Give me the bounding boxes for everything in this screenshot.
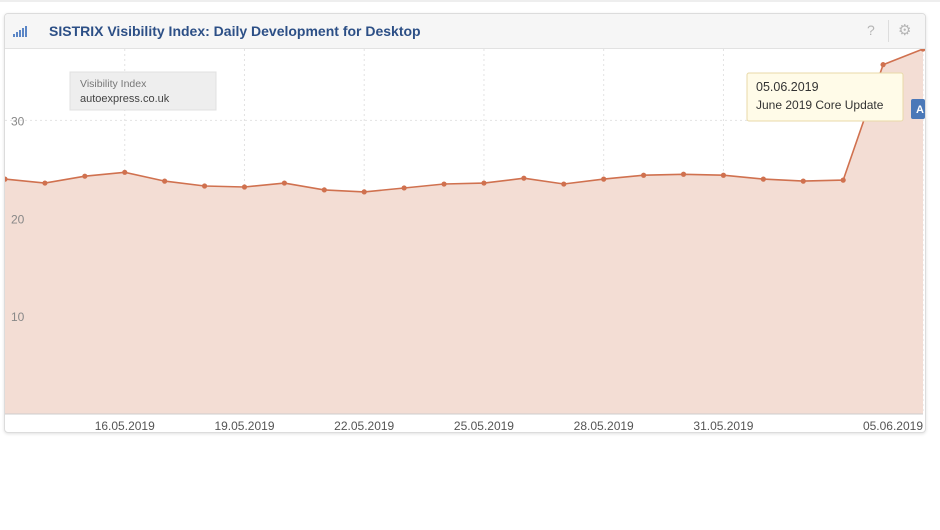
x-tick-label: 25.05.2019 [454, 419, 514, 432]
data-point[interactable] [920, 49, 925, 52]
event-tooltip: 05.06.2019 June 2019 Core Update [746, 72, 904, 122]
data-point[interactable] [361, 189, 367, 195]
data-point[interactable] [281, 180, 287, 186]
legend-label: Visibility Index [80, 78, 147, 90]
data-point[interactable] [720, 172, 727, 178]
y-tick-label: 30 [11, 114, 25, 128]
data-point[interactable] [680, 171, 687, 177]
event-marker-a[interactable]: A [911, 99, 925, 119]
legend-domain: autoexpress.co.uk [80, 93, 170, 105]
chart-area: 10 20 30 16.05.2019 19.05.2019 22.05.2019 25.… [5, 49, 925, 432]
widget-title: SISTRIX Visibility Index: Daily Developm… [49, 23, 421, 39]
visibility-chart-widget: SISTRIX Visibility Index: Daily Developm… [4, 13, 926, 433]
tooltip-date: 05.06.2019 [756, 80, 819, 94]
x-tick-label: 28.05.2019 [574, 419, 634, 432]
data-point[interactable] [641, 172, 647, 178]
x-tick-label: 19.05.2019 [214, 419, 274, 432]
data-point[interactable] [201, 183, 208, 189]
x-tick-label: 31.05.2019 [693, 419, 753, 432]
y-tick-label: 10 [11, 310, 25, 324]
data-point[interactable] [441, 181, 447, 187]
x-axis-ticks: 16.05.2019 19.05.2019 22.05.2019 25.05.2019… [95, 419, 924, 432]
event-marker-letter: A [916, 104, 924, 116]
data-point[interactable] [760, 176, 766, 182]
x-tick-label: 16.05.2019 [95, 419, 155, 432]
data-point[interactable] [122, 169, 128, 175]
tooltip-event: June 2019 Core Update [756, 98, 884, 112]
data-point[interactable] [401, 185, 407, 191]
data-point[interactable] [880, 62, 886, 68]
data-point[interactable] [82, 173, 88, 179]
series-line [5, 49, 924, 193]
widget-header: SISTRIX Visibility Index: Daily Developm… [5, 14, 925, 49]
data-point[interactable] [321, 187, 327, 193]
data-point[interactable] [42, 180, 48, 186]
gear-icon[interactable]: ⚙ [898, 22, 912, 39]
data-point[interactable] [521, 175, 527, 181]
data-point[interactable] [162, 178, 168, 184]
series-area-fill [5, 49, 923, 414]
legend-box: Visibility Index autoexpress.co.uk [69, 71, 217, 111]
header-divider [888, 20, 889, 42]
data-point[interactable] [5, 176, 8, 182]
data-point[interactable] [601, 176, 607, 182]
data-point[interactable] [241, 184, 248, 190]
data-point[interactable] [481, 180, 487, 186]
data-point[interactable] [800, 178, 806, 184]
y-axis-ticks: 10 20 30 [11, 114, 25, 324]
series-points [5, 49, 925, 195]
y-tick-label: 20 [11, 212, 25, 226]
signal-bars-icon [13, 25, 29, 37]
data-point[interactable] [840, 177, 846, 183]
data-point[interactable] [561, 181, 567, 187]
help-icon[interactable]: ? [867, 22, 875, 38]
page-top-border [0, 0, 940, 2]
x-tick-label: 22.05.2019 [334, 419, 394, 432]
x-tick-label: 05.06.2019 [863, 419, 923, 432]
